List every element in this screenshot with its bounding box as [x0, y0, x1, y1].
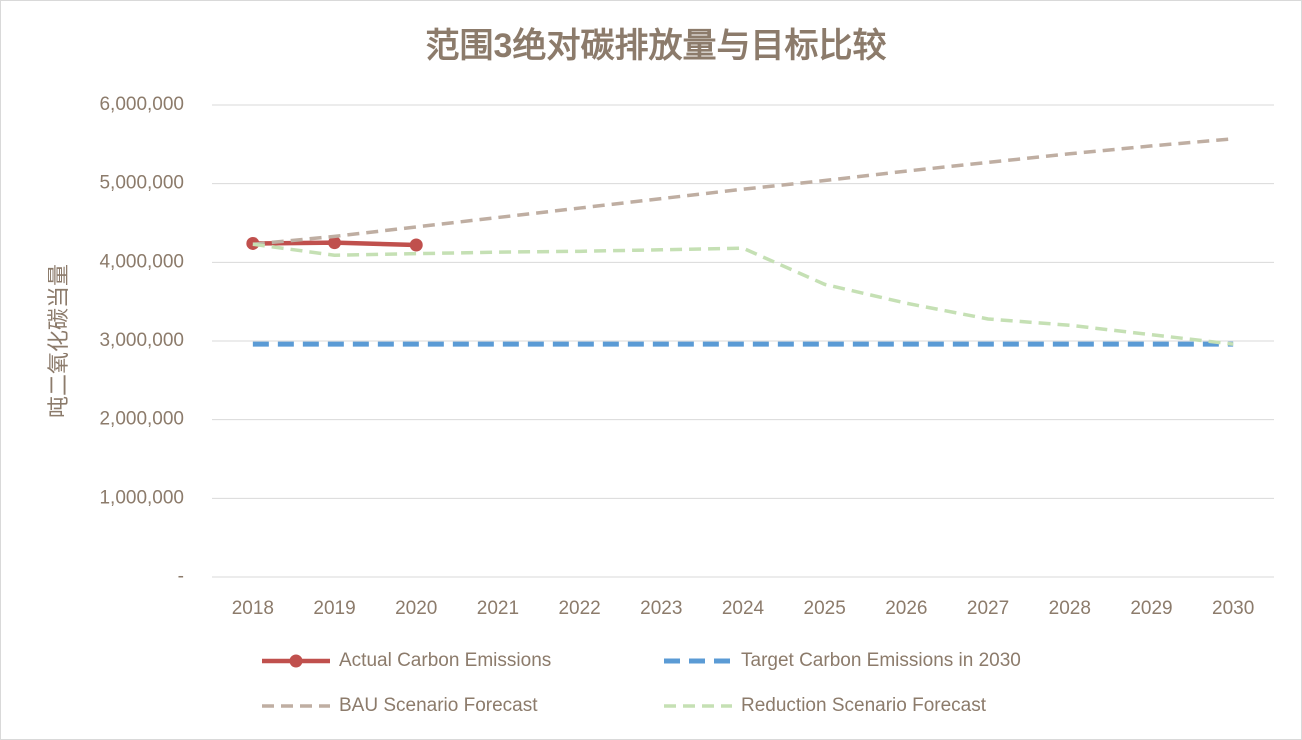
x-tick-label: 2022 [558, 598, 600, 619]
legend-marker [289, 654, 303, 668]
y-tick-label: - [178, 566, 184, 587]
y-tick-label: 2,000,000 [99, 409, 184, 430]
x-tick-label: 2020 [395, 598, 437, 619]
y-axis-label: 吨二氧化碳当量 [46, 264, 71, 418]
x-tick-label: 2025 [804, 598, 846, 619]
legend-label: Target Carbon Emissions in 2030 [741, 650, 1021, 671]
y-tick-label: 3,000,000 [99, 330, 184, 351]
chart-title: 范围3绝对碳排放量与目标比较 [426, 26, 887, 65]
legend-label: BAU Scenario Forecast [339, 695, 538, 716]
x-tick-label: 2028 [1049, 598, 1091, 619]
y-tick-label: 6,000,000 [99, 94, 184, 115]
x-tick-label: 2023 [640, 598, 682, 619]
x-tick-label: 2019 [313, 598, 355, 619]
x-tick-label: 2030 [1212, 598, 1254, 619]
x-tick-label: 2027 [967, 598, 1009, 619]
legend-label: Reduction Scenario Forecast [741, 695, 987, 716]
legend-label: Actual Carbon Emissions [339, 650, 551, 671]
y-tick-label: 1,000,000 [99, 487, 184, 508]
x-tick-label: 2024 [722, 598, 765, 619]
x-tick-label: 2029 [1130, 598, 1172, 619]
data-point [409, 238, 423, 252]
x-tick-label: 2021 [477, 598, 519, 619]
series-line [252, 137, 1234, 246]
y-tick-label: 4,000,000 [99, 251, 184, 272]
y-tick-label: 5,000,000 [99, 173, 184, 194]
x-tick-label: 2026 [885, 598, 927, 619]
data-point [328, 236, 342, 250]
x-tick-label: 2018 [232, 598, 274, 619]
